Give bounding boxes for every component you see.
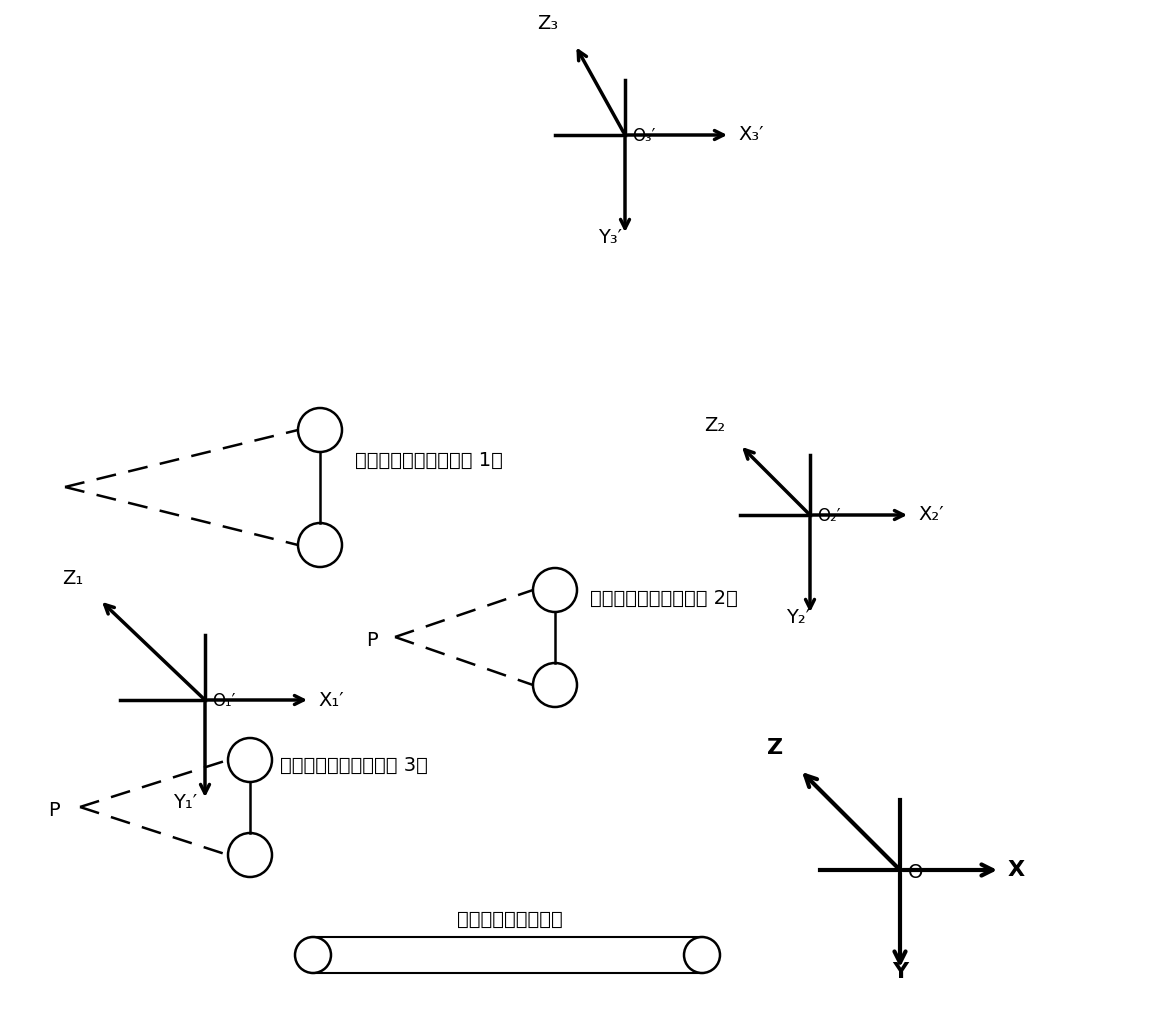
- Text: X₁′: X₁′: [317, 691, 343, 710]
- Text: Y₁′: Y₁′: [173, 793, 197, 812]
- Text: 扫描仪（实时运动位置 2）: 扫描仪（实时运动位置 2）: [590, 589, 737, 607]
- Text: X₃′: X₃′: [739, 125, 763, 144]
- Text: P: P: [49, 800, 60, 820]
- Text: 扫描仪（实时运动位置 1）: 扫描仪（实时运动位置 1）: [355, 451, 502, 470]
- Text: Y: Y: [892, 962, 908, 982]
- Text: Z₃: Z₃: [537, 14, 558, 33]
- Text: P: P: [366, 631, 378, 650]
- Text: O₁′: O₁′: [212, 692, 235, 710]
- Circle shape: [295, 937, 331, 973]
- Text: 扫描仪（实时运动位置 3）: 扫描仪（实时运动位置 3）: [280, 756, 428, 775]
- Text: Z: Z: [766, 738, 783, 758]
- Text: O₃′: O₃′: [632, 127, 656, 145]
- Text: X₂′: X₂′: [918, 505, 943, 525]
- Circle shape: [684, 937, 720, 973]
- Text: Y₂′: Y₂′: [786, 608, 811, 627]
- Text: Z₁: Z₁: [62, 569, 83, 588]
- Text: O: O: [908, 863, 923, 882]
- Text: X: X: [1008, 860, 1025, 880]
- Text: O₂′: O₂′: [816, 507, 841, 525]
- Text: 跟踪器（静止不动）: 跟踪器（静止不动）: [457, 910, 563, 929]
- Text: Z₂: Z₂: [704, 416, 725, 435]
- Text: Y₃′: Y₃′: [598, 228, 622, 247]
